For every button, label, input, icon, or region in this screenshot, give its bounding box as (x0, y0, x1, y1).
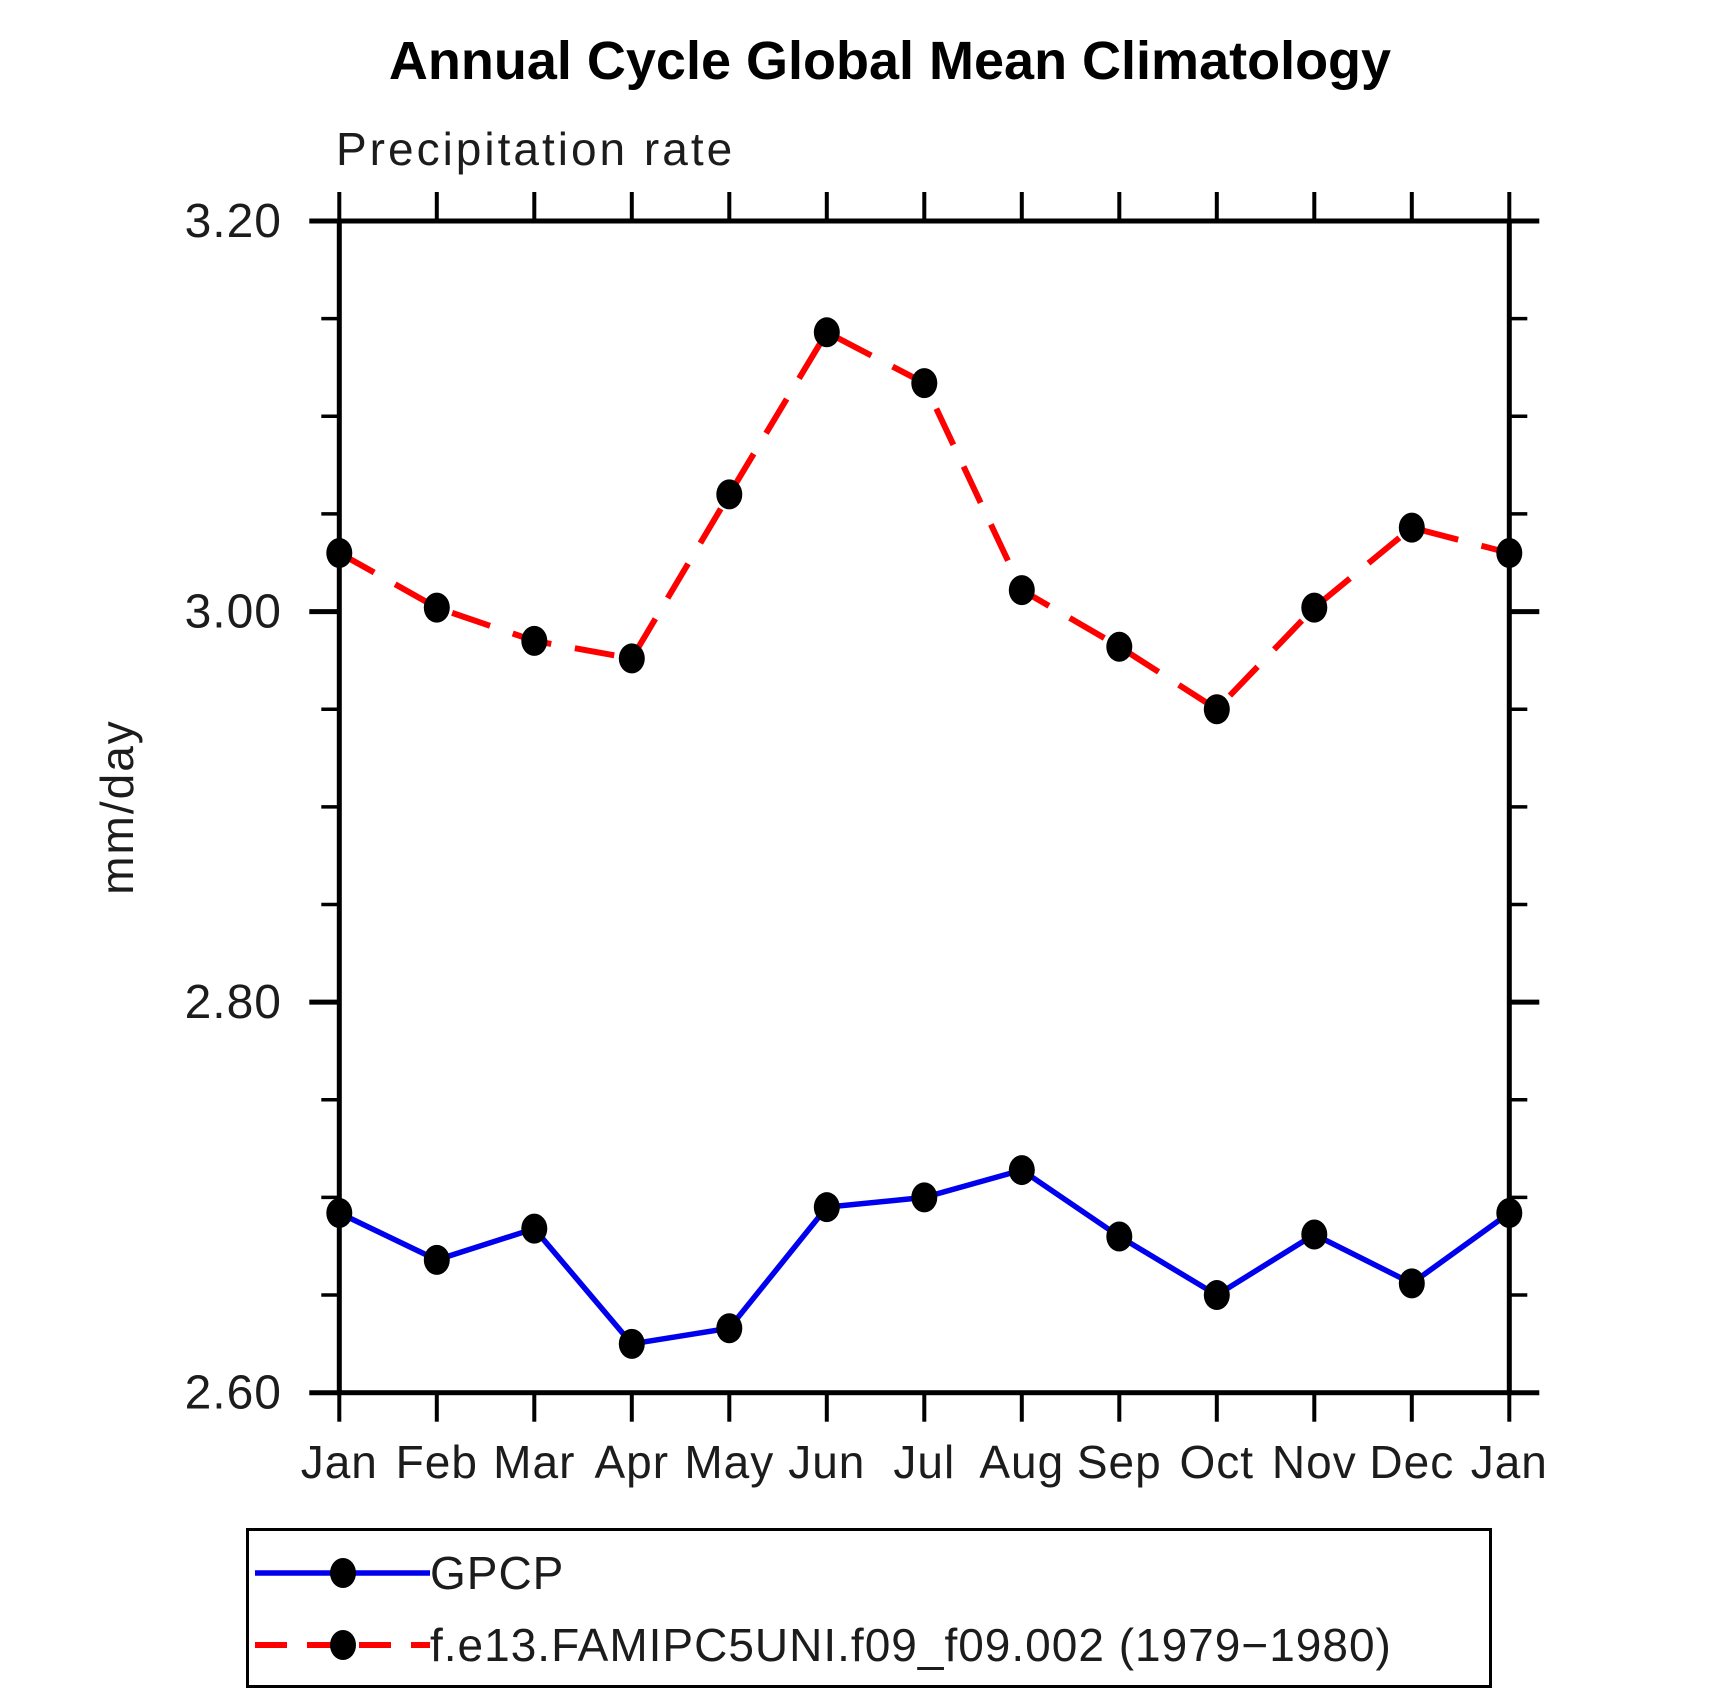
x-tick-label: Jun (788, 1436, 865, 1488)
chart-title: Annual Cycle Global Mean Climatology (388, 31, 1392, 91)
x-tick-label: Dec (1369, 1436, 1454, 1488)
series-marker-1 (1008, 575, 1035, 606)
plot-axis-box (336, 218, 1512, 1396)
series-marker-0 (911, 1182, 938, 1213)
x-tick-label: Jul (893, 1436, 955, 1488)
y-axis-label: mm/day (91, 719, 143, 895)
series-marker-1 (1301, 592, 1328, 623)
series-marker-0 (521, 1213, 548, 1244)
series-marker-1 (1203, 694, 1230, 725)
x-tick-label: Oct (1180, 1436, 1255, 1488)
x-tick-label: Jan (1471, 1436, 1548, 1488)
series-marker-1 (326, 537, 353, 568)
legend-label-gpcp: GPCP (430, 1547, 565, 1599)
series-marker-1 (716, 479, 743, 510)
series-marker-0 (1106, 1221, 1133, 1252)
legend-sample-solid-line-icon (255, 1558, 430, 1588)
series-marker-0 (618, 1328, 645, 1359)
series-marker-0 (1203, 1280, 1230, 1311)
chart-subtitle: Precipitation rate (336, 123, 736, 175)
x-tick-label: Aug (979, 1436, 1064, 1488)
x-tick-label: Mar (493, 1436, 575, 1488)
series-marker-1 (911, 368, 938, 399)
x-tick-label: Feb (396, 1436, 478, 1488)
series-marker-0 (1398, 1268, 1425, 1299)
series-marker-0 (1008, 1155, 1035, 1186)
series-marker-0 (813, 1192, 840, 1223)
series-marker-0 (1496, 1198, 1523, 1229)
series-marker-1 (1398, 512, 1425, 543)
series-marker-1 (1106, 631, 1133, 662)
series-marker-0 (1301, 1219, 1328, 1250)
y-tick-label: 2.80 (185, 976, 282, 1029)
legend-row-gpcp: GPCP (249, 1537, 1489, 1609)
y-tick-label: 3.20 (185, 195, 282, 248)
series-marker-1 (618, 643, 645, 674)
y-tick-label: 3.00 (185, 586, 282, 639)
series-marker-1 (1496, 537, 1523, 568)
legend: GPCP f.e13.FAMIPC5UNI.f09_f09.002 (1979−… (246, 1528, 1492, 1688)
series-marker-0 (423, 1244, 450, 1275)
legend-sample-dashed-line-icon (255, 1630, 430, 1660)
series-marker-1 (813, 317, 840, 348)
series-marker-0 (716, 1313, 743, 1344)
x-tick-label: Apr (595, 1436, 670, 1488)
legend-row-model: f.e13.FAMIPC5UNI.f09_f09.002 (1979−1980) (249, 1609, 1489, 1681)
x-tick-label: Sep (1077, 1436, 1162, 1488)
x-tick-label: Jan (301, 1436, 378, 1488)
y-tick-label: 2.60 (185, 1367, 282, 1420)
series-marker-0 (326, 1198, 353, 1229)
legend-label-model: f.e13.FAMIPC5UNI.f09_f09.002 (1979−1980) (430, 1619, 1392, 1671)
x-tick-label: Nov (1272, 1436, 1357, 1488)
series-marker-1 (521, 625, 548, 656)
series-marker-1 (423, 592, 450, 623)
x-tick-label: May (684, 1436, 774, 1488)
